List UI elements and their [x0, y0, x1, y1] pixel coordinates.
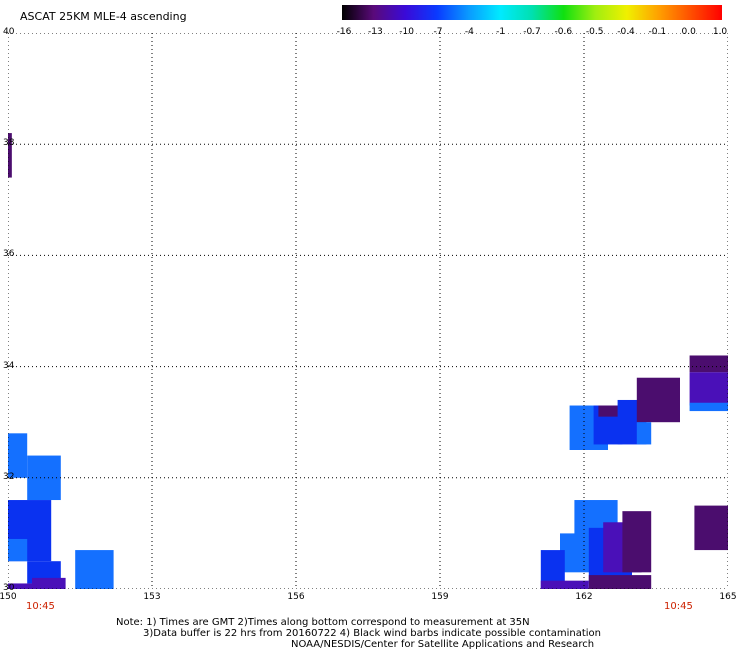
time-label-left: 10:45 [26, 601, 55, 612]
wind-cell [8, 538, 28, 562]
wind-cell [32, 577, 66, 589]
latitude-tick-label: 36 [3, 249, 15, 260]
note-line-2: 3)Data buffer is 22 hrs from 20160722 4)… [143, 628, 601, 639]
colorbar-tick-label: 0.0 [681, 27, 696, 37]
latitude-tick-label: 40 [3, 27, 15, 37]
note-line-1: Note: 1) Times are GMT 2)Times along bot… [116, 617, 530, 628]
time-label-right: 10:45 [664, 601, 693, 612]
wind-cell [694, 505, 728, 551]
longitude-tick-label: 162 [575, 592, 593, 602]
wind-cell [636, 422, 652, 445]
longitude-tick-label: 156 [287, 592, 305, 602]
colorbar-tick-label: -0.7 [523, 27, 541, 37]
colorbar-tick-label: -0.5 [585, 27, 604, 37]
longitude-tick-label: 165 [719, 592, 737, 602]
latitude-tick-label: 34 [3, 360, 15, 371]
wind-cell [540, 580, 589, 589]
wind-cell [689, 372, 728, 406]
longitude-tick-label: 150 [0, 592, 17, 602]
wind-cell [8, 583, 32, 589]
wind-cell [8, 433, 28, 478]
wind-cell [636, 377, 680, 423]
colorbar-tick-label: -16 [336, 27, 352, 37]
colorbar-gradient [342, 5, 722, 20]
wind-cell [598, 405, 623, 417]
latitude-tick-label: 32 [3, 471, 15, 482]
wind-map-plot [8, 33, 728, 589]
latitude-tick-label: 38 [3, 138, 15, 149]
wind-cell [622, 511, 652, 573]
colorbar-tick-label: -0.6 [554, 27, 573, 37]
colorbar-tick-label: -0.4 [617, 27, 635, 37]
colorbar-tick-label: -0.1 [648, 27, 667, 37]
colorbar-tick-label: -10 [399, 27, 415, 37]
wind-cell [689, 402, 728, 412]
longitude-tick-label: 153 [143, 592, 161, 602]
latitude-tick-label: 30 [3, 583, 15, 593]
map-title: ASCAT 25KM MLE-4 ascending [20, 10, 187, 23]
note-line-3: NOAA/NESDIS/Center for Satellite Applica… [291, 639, 595, 650]
colorbar-tick-label: -7 [433, 27, 443, 37]
colorbar-tick-label: -13 [367, 27, 383, 37]
longitude-tick-label: 159 [431, 592, 449, 602]
wind-cell [689, 355, 728, 373]
wind-cell [75, 550, 114, 589]
colorbar-tick-label: -1 [496, 27, 506, 37]
colorbar [342, 5, 722, 20]
wind-cell [8, 133, 12, 178]
wind-cell [588, 575, 652, 589]
colorbar-tick-label: -4 [464, 27, 474, 37]
colorbar-tick-label: 1.0 [712, 27, 728, 37]
